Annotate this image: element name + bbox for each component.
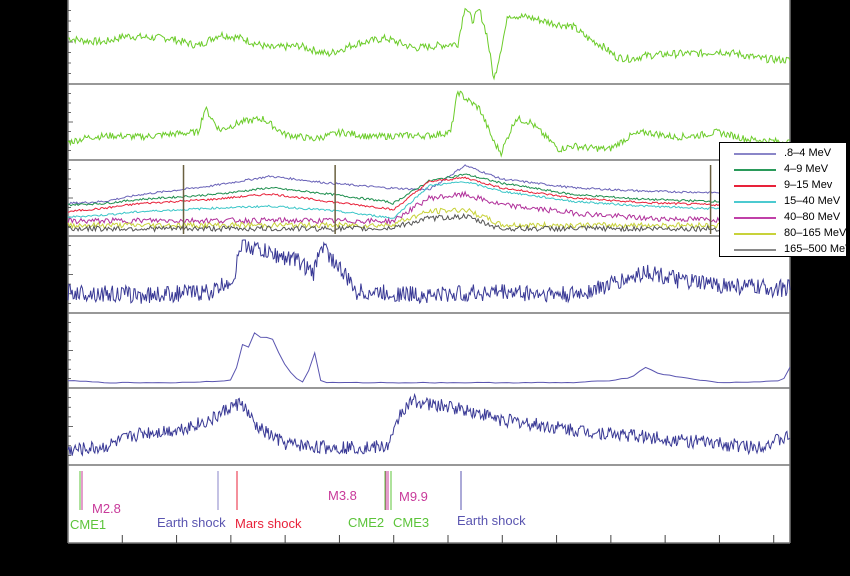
- panel-dividers: [67, 0, 791, 544]
- legend-item: 15–40 MeV: [726, 194, 846, 210]
- legend-item: 40–80 MeV: [726, 210, 846, 226]
- legend-swatch: [734, 249, 776, 251]
- event-markers: [79, 471, 462, 510]
- legend-item: 4–9 MeV: [726, 162, 846, 178]
- plot-area: [68, 0, 790, 543]
- event-label-m2-8: M2.8: [92, 501, 121, 516]
- legend-swatch: [734, 169, 776, 171]
- series-line: [68, 164, 791, 205]
- legend-label: 80–165 MeV: [784, 227, 847, 239]
- legend-label: 4–9 MeV: [784, 163, 829, 175]
- legend-label: .8–4 MeV: [784, 147, 832, 159]
- series-line: [67, 181, 791, 219]
- event-label-earth-shock-1: Earth shock: [157, 515, 226, 530]
- x-axis-ticks: [121, 535, 775, 543]
- event-label-cme1: CME1: [70, 517, 107, 532]
- legend-swatch: [734, 201, 776, 203]
- legend-swatch: [734, 185, 776, 187]
- event-label-cme3: CME3: [393, 515, 430, 530]
- legend-swatch: [734, 233, 776, 235]
- event-label-earth-shock-2: Earth shock: [457, 513, 526, 528]
- series-line: [67, 190, 791, 226]
- series-line: [67, 207, 791, 230]
- legend-label: 15–40 MeV: [784, 195, 841, 207]
- series-line: [67, 173, 791, 208]
- legend-item: 165–500 MeV: [726, 242, 850, 258]
- legend-item: 80–165 MeV: [726, 226, 846, 242]
- legend-swatch: [734, 217, 776, 219]
- legend-swatch: [734, 153, 776, 155]
- legend-item: .8–4 MeV: [726, 146, 846, 162]
- event-label-cme2: CME2: [348, 515, 385, 530]
- legend: .8–4 MeV 4–9 MeV 9–15 Mev 15–40 MeV 40–8…: [719, 142, 850, 258]
- legend-label: 165–500 MeV: [784, 243, 850, 255]
- event-label-m9-9: M9.9: [399, 489, 428, 504]
- series-line: [67, 212, 791, 233]
- legend-label: 40–80 MeV: [784, 211, 841, 223]
- series-line: [67, 176, 791, 213]
- legend-item: 9–15 Mev: [726, 178, 846, 194]
- legend-label: 9–15 Mev: [784, 179, 833, 191]
- series-layer: [67, 7, 791, 457]
- event-label-m3-8: M3.8: [328, 488, 357, 503]
- event-label-mars-shock: Mars shock: [235, 516, 302, 531]
